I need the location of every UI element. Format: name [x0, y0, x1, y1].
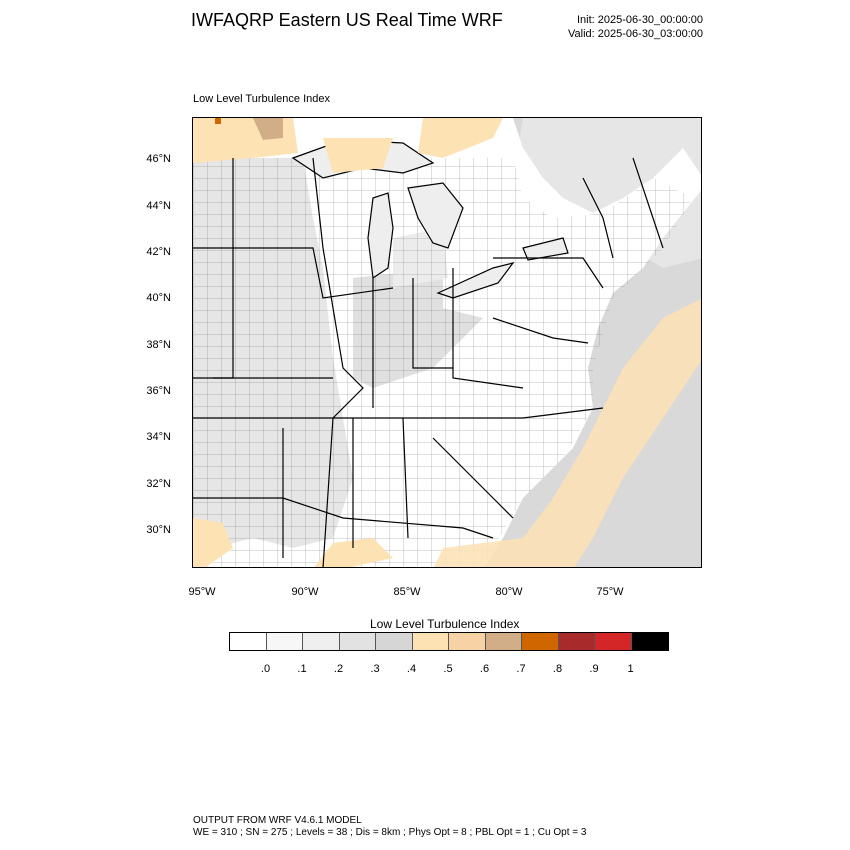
turbulence-area-atlantic: [433, 299, 701, 567]
colorbar-box-10: [595, 633, 632, 650]
colorbar-label-10: 1: [627, 663, 634, 675]
lat-label-30: 30°N: [146, 524, 171, 536]
colorbar-box-7: [485, 633, 522, 650]
county-lines: [193, 158, 693, 567]
init-valid-times: Init: 2025-06-30_00:00:00 Valid: 2025-06…: [568, 13, 703, 41]
colorbar-label-7: .7: [516, 663, 526, 675]
lat-label-44: 44°N: [146, 200, 171, 212]
lake-huron: [407, 182, 464, 249]
colorbar-label-6: .6: [479, 663, 490, 675]
turbulence-area-high: [253, 118, 283, 140]
turbulence-area-gulf-central: [314, 538, 393, 567]
colorbar-box-4: [376, 633, 413, 650]
colorbar-box-1: [266, 633, 303, 650]
lake-erie: [436, 262, 515, 299]
colorbar: [229, 632, 669, 651]
colorbar-box-11: [631, 633, 668, 650]
colorbar-box-2: [303, 633, 340, 650]
turbulence-map: [192, 117, 702, 568]
colorbar-box-5: [412, 633, 449, 650]
colorbar-label-0: .0: [260, 663, 271, 675]
valid-time: Valid: 2025-06-30_03:00:00: [568, 28, 703, 40]
lon-label-95: 95°W: [188, 586, 216, 598]
colorbar-label-2: .2: [333, 663, 344, 675]
turbulence-area-wisconsin: [323, 138, 393, 173]
colorbar-box-6: [449, 633, 486, 650]
colorbar-box-0: [230, 633, 267, 650]
colorbar-label-1: .1: [297, 663, 307, 675]
turbulence-area-superior: [418, 118, 503, 158]
lon-label-85: 85°W: [393, 586, 421, 598]
map-svg: [193, 118, 701, 567]
panel-label: Low Level Turbulence Index: [193, 93, 330, 105]
lake-ontario: [522, 237, 569, 261]
footer-model: OUTPUT FROM WRF V4.6.1 MODEL: [193, 815, 362, 826]
colorbar-label-3: .3: [370, 663, 380, 675]
init-time: Init: 2025-06-30_00:00:00: [577, 14, 703, 26]
turbulence-area-peak: [215, 118, 221, 124]
colorbar-label-8: .8: [552, 663, 563, 675]
lat-label-46: 46°N: [146, 153, 171, 165]
lon-label-80: 80°W: [495, 586, 523, 598]
colorbar-label-9: .9: [589, 663, 599, 675]
colorbar-box-3: [339, 633, 376, 650]
state-boundaries: [193, 157, 664, 567]
lat-label-38: 38°N: [146, 339, 171, 351]
lat-label-34: 34°N: [146, 431, 171, 443]
lat-label-32: 32°N: [146, 478, 171, 490]
turbulence-area-gulf-west: [193, 518, 233, 567]
lon-label-90: 90°W: [291, 586, 319, 598]
colorbar-box-9: [558, 633, 595, 650]
colorbar-title: Low Level Turbulence Index: [370, 617, 520, 631]
footer-settings: WE = 310 ; SN = 275 ; Levels = 38 ; Dis …: [193, 827, 587, 838]
lat-label-40: 40°N: [146, 292, 171, 304]
colorbar-label-5: .5: [443, 663, 453, 675]
colorbar-label-4: .4: [406, 663, 417, 675]
lat-label-36: 36°N: [146, 385, 171, 397]
plot-title: IWFAQRP Eastern US Real Time WRF: [191, 10, 503, 30]
lat-label-42: 42°N: [146, 246, 171, 258]
lon-label-75: 75°W: [596, 586, 624, 598]
colorbar-box-8: [522, 633, 559, 650]
lake-michigan: [367, 192, 394, 280]
